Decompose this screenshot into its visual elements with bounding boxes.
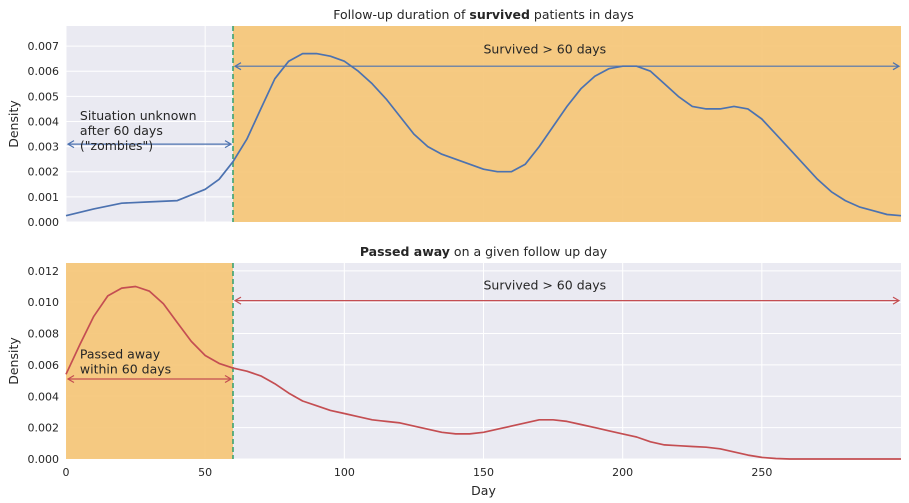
annotation-line: Passed away (80, 347, 161, 362)
title-bold: survived (469, 7, 530, 22)
annotation-text: Survived > 60 days (484, 278, 607, 293)
density-line (65, 285, 901, 460)
density-line (65, 52, 902, 217)
arrow-head-left (66, 375, 75, 384)
x-axis-label: Day (471, 483, 496, 498)
y-tick-label: 0.004 (28, 115, 60, 128)
annotation-line: Survived > 60 days (484, 42, 607, 57)
annotation-line: within 60 days (80, 362, 171, 377)
annotation-text: Survived > 60 days (484, 42, 607, 57)
x-tick-label: 100 (334, 466, 355, 479)
y-tick-label: 0.000 (28, 453, 60, 466)
chart-title: Passed away on a given follow up day (360, 244, 608, 259)
y-tick-label: 0.006 (28, 65, 60, 78)
arrow-head-right (892, 62, 901, 71)
arrow-head-right (224, 375, 233, 384)
annotation-line: Situation unknown (80, 108, 197, 123)
chart-title: Follow-up duration of survived patients … (333, 7, 634, 22)
y-axis-label: Density (6, 337, 21, 385)
y-tick-label: 0.005 (28, 90, 60, 103)
title-suffix: on a given follow up day (450, 244, 608, 259)
y-tick-label: 0.008 (28, 328, 60, 341)
arrow-head-right (224, 140, 233, 149)
shaded-span (66, 263, 233, 459)
y-tick-label: 0.001 (28, 191, 60, 204)
y-tick-label: 0.007 (28, 40, 60, 53)
annotation-text: Situation unknown after 60 days ("zombies"… (80, 108, 197, 153)
title-bold: Passed away (360, 244, 450, 259)
survived-panel: Situation unknown after 60 days ("zombies"… (6, 7, 902, 229)
title-suffix: patients in days (530, 7, 634, 22)
arrow-head-left (233, 296, 242, 305)
y-axis-label: Density (6, 100, 21, 148)
x-tick-label: 250 (751, 466, 772, 479)
arrow-head-left (233, 62, 242, 71)
annotation-line: Survived > 60 days (484, 278, 607, 293)
y-tick-label: 0.000 (28, 216, 60, 229)
y-tick-label: 0.006 (28, 359, 60, 372)
x-tick-label: 150 (473, 466, 494, 479)
annotation-line: after 60 days (80, 123, 163, 138)
y-tick-label: 0.012 (28, 265, 60, 278)
x-tick-label: 50 (198, 466, 212, 479)
x-tick-label: 0 (63, 466, 70, 479)
annotation-text: Passed away within 60 days (80, 347, 171, 377)
arrow-head-right (892, 296, 901, 305)
arrow-head-left (66, 140, 75, 149)
x-tick-label: 200 (612, 466, 633, 479)
y-tick-label: 0.004 (28, 390, 60, 403)
shaded-span (233, 26, 901, 222)
y-tick-label: 0.003 (28, 141, 60, 154)
y-tick-label: 0.010 (28, 296, 60, 309)
annotation-line: ("zombies") (80, 138, 153, 153)
y-tick-label: 0.002 (28, 166, 60, 179)
y-tick-label: 0.002 (28, 422, 60, 435)
title-prefix: Follow-up duration of (333, 7, 469, 22)
